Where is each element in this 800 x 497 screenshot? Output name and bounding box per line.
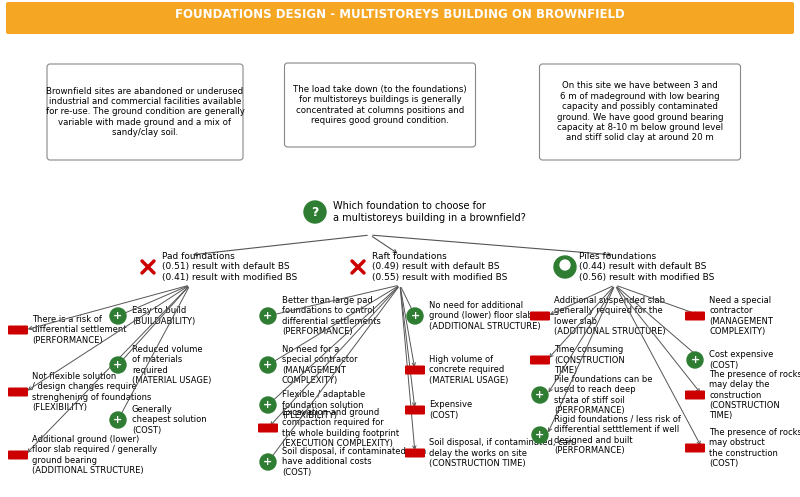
Text: FOUNDATIONS DESIGN - MULTISTOREYS BUILDING ON BROWNFIELD: FOUNDATIONS DESIGN - MULTISTOREYS BUILDI… xyxy=(175,7,625,20)
FancyBboxPatch shape xyxy=(8,326,28,334)
Text: +: + xyxy=(114,360,122,370)
Text: Generally
cheapest solution
(COST): Generally cheapest solution (COST) xyxy=(132,405,206,435)
Circle shape xyxy=(110,412,126,428)
Text: +: + xyxy=(263,311,273,321)
Text: Rigid foundations / less risk of
differential setttlement if well
designed and b: Rigid foundations / less risk of differe… xyxy=(554,415,681,455)
Text: Excavation and ground
compaction required for
the whole building footprint
(EXEC: Excavation and ground compaction require… xyxy=(282,408,399,448)
Text: The load take down (to the foundations)
for multistoreys buildings is generally
: The load take down (to the foundations) … xyxy=(293,85,467,125)
Text: Better than large pad
foundations to control
differential settlements
(PERFORMAN: Better than large pad foundations to con… xyxy=(282,296,381,336)
FancyBboxPatch shape xyxy=(405,406,425,414)
Text: Pad foundations
(0.51) result with default BS
(0.41) result with modified BS: Pad foundations (0.51) result with defau… xyxy=(162,252,298,282)
Circle shape xyxy=(560,260,570,270)
FancyBboxPatch shape xyxy=(285,63,475,147)
Text: Expensive
(COST): Expensive (COST) xyxy=(429,400,472,419)
FancyBboxPatch shape xyxy=(8,450,28,460)
Text: Which foundation to choose for
a multistoreys building in a brownfield?: Which foundation to choose for a multist… xyxy=(333,201,526,223)
Text: Pile foundations can be
used to reach deep
strata of stiff soil
(PERFORMANCE): Pile foundations can be used to reach de… xyxy=(554,375,653,415)
FancyBboxPatch shape xyxy=(6,2,794,34)
Circle shape xyxy=(110,308,126,324)
FancyBboxPatch shape xyxy=(685,312,705,321)
FancyBboxPatch shape xyxy=(258,423,278,432)
Text: Time consuming
(CONSTRUCTION
TIME): Time consuming (CONSTRUCTION TIME) xyxy=(554,345,625,375)
Circle shape xyxy=(260,308,276,324)
Text: Cost expensive
(COST): Cost expensive (COST) xyxy=(709,350,774,370)
Text: Flexible / adaptable
foundation solution
(FLEXIBILITY): Flexible / adaptable foundation solution… xyxy=(282,390,366,420)
Circle shape xyxy=(687,352,703,368)
FancyBboxPatch shape xyxy=(685,391,705,400)
Text: No need for a
special contractor
(MANAGEMENT
COMPLEXITY): No need for a special contractor (MANAGE… xyxy=(282,345,358,385)
Text: +: + xyxy=(114,415,122,425)
Text: +: + xyxy=(263,400,273,410)
Text: Additional ground (lower)
floor slab required / generally
ground bearing
(ADDITI: Additional ground (lower) floor slab req… xyxy=(32,435,157,475)
Text: There is a risk of
differential settlement
(PERFORMANCE): There is a risk of differential settleme… xyxy=(32,315,126,345)
Text: Additional suspended slab
generally required for the
lower slab
(ADDITIONAL STRU: Additional suspended slab generally requ… xyxy=(554,296,666,336)
Text: No need for additional
ground (lower) floor slab
(ADDITIONAL STRUCTURE): No need for additional ground (lower) fl… xyxy=(429,301,541,331)
Text: +: + xyxy=(410,311,420,321)
Circle shape xyxy=(532,387,548,403)
Text: Soil disposal, if contaminated, can
have additional costs
(COST): Soil disposal, if contaminated, can have… xyxy=(282,447,426,477)
FancyBboxPatch shape xyxy=(685,443,705,452)
Text: Piles foundations
(0.44) result with default BS
(0.56) result with modified BS: Piles foundations (0.44) result with def… xyxy=(579,252,714,282)
Text: The presence of rocks
may delay the
construction
(CONSTRUCTION
TIME): The presence of rocks may delay the cons… xyxy=(709,370,800,420)
Text: +: + xyxy=(263,457,273,467)
Text: High volume of
concrete required
(MATERIAL USAGE): High volume of concrete required (MATERI… xyxy=(429,355,508,385)
Circle shape xyxy=(260,357,276,373)
Text: Not flexible solution
/ design changes require
strenghening of foundations
(FLEX: Not flexible solution / design changes r… xyxy=(32,372,151,412)
Text: +: + xyxy=(263,360,273,370)
FancyBboxPatch shape xyxy=(539,64,741,160)
Circle shape xyxy=(110,357,126,373)
Text: +: + xyxy=(690,355,700,365)
Circle shape xyxy=(304,201,326,223)
Text: +: + xyxy=(114,311,122,321)
Circle shape xyxy=(532,427,548,443)
FancyBboxPatch shape xyxy=(530,312,550,321)
Text: Brownfield sites are abandoned or underused
industrial and commercial facilities: Brownfield sites are abandoned or underu… xyxy=(46,86,245,137)
FancyBboxPatch shape xyxy=(405,365,425,375)
FancyBboxPatch shape xyxy=(405,448,425,458)
Text: Easy to build
(BUILDABILITY): Easy to build (BUILDABILITY) xyxy=(132,306,195,326)
Text: ?: ? xyxy=(311,205,318,219)
Text: +: + xyxy=(535,390,545,400)
Text: On this site we have between 3 and
6 m of madeground with low bearing
capacity a: On this site we have between 3 and 6 m o… xyxy=(557,82,723,143)
Circle shape xyxy=(260,454,276,470)
Text: The presence of rocks
may obstruct
the construction
(COST): The presence of rocks may obstruct the c… xyxy=(709,428,800,468)
Text: Soil disposal, if contaminated, can
delay the works on site
(CONSTRUCTION TIME): Soil disposal, if contaminated, can dela… xyxy=(429,438,574,468)
Text: Reduced volume
of materials
required
(MATERIAL USAGE): Reduced volume of materials required (MA… xyxy=(132,345,211,385)
Circle shape xyxy=(407,308,423,324)
Circle shape xyxy=(554,256,576,278)
Text: Need a special
contractor
(MANAGEMENT
COMPLEXITY): Need a special contractor (MANAGEMENT CO… xyxy=(709,296,773,336)
Text: Raft foundations
(0.49) result with default BS
(0.55) result with modified BS: Raft foundations (0.49) result with defa… xyxy=(372,252,507,282)
FancyBboxPatch shape xyxy=(8,388,28,397)
Text: +: + xyxy=(535,430,545,440)
FancyBboxPatch shape xyxy=(47,64,243,160)
Circle shape xyxy=(260,397,276,413)
FancyBboxPatch shape xyxy=(530,355,550,364)
